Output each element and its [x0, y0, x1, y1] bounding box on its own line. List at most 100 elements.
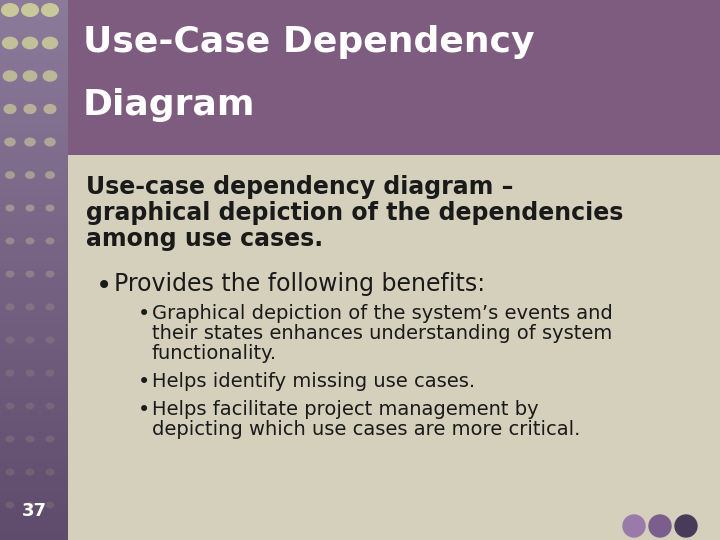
Bar [0, 53, 68, 63]
Bar [0, 80, 68, 90]
Ellipse shape [25, 303, 35, 310]
Ellipse shape [6, 271, 14, 278]
Bar [0, 530, 68, 540]
Ellipse shape [43, 104, 57, 114]
Bar [0, 152, 68, 162]
Circle shape [675, 515, 697, 537]
Bar [0, 332, 68, 342]
Ellipse shape [41, 3, 59, 17]
Bar [0, 512, 68, 522]
Bar [0, 170, 68, 180]
Bar [0, 314, 68, 324]
Bar [0, 305, 68, 315]
Circle shape [623, 515, 645, 537]
Text: •: • [138, 372, 150, 392]
Bar [0, 467, 68, 477]
Bar [0, 143, 68, 153]
Text: •: • [96, 272, 112, 300]
Bar [0, 395, 68, 405]
Ellipse shape [2, 37, 18, 49]
Ellipse shape [45, 469, 55, 476]
Bar [0, 116, 68, 126]
Ellipse shape [45, 205, 55, 212]
Ellipse shape [45, 369, 55, 376]
Text: graphical depiction of the dependencies: graphical depiction of the dependencies [86, 201, 624, 225]
Bar [0, 197, 68, 207]
Bar [0, 323, 68, 333]
Bar [0, 404, 68, 414]
Ellipse shape [6, 238, 14, 245]
Bar [0, 206, 68, 216]
Bar [0, 377, 68, 387]
Text: functionality.: functionality. [152, 344, 277, 363]
Bar [0, 386, 68, 396]
Bar [0, 485, 68, 495]
Text: •: • [138, 400, 150, 420]
Ellipse shape [24, 138, 36, 146]
Bar [0, 89, 68, 99]
Bar [0, 242, 68, 252]
Ellipse shape [45, 336, 55, 343]
Circle shape [649, 515, 671, 537]
Text: 37: 37 [22, 502, 47, 520]
Ellipse shape [6, 502, 14, 509]
Bar [0, 125, 68, 135]
Ellipse shape [25, 171, 35, 179]
Text: among use cases.: among use cases. [86, 227, 323, 251]
Bar [0, 0, 68, 9]
Bar [0, 98, 68, 108]
Text: Use-Case Dependency: Use-Case Dependency [83, 25, 534, 59]
Text: •: • [138, 304, 150, 324]
Text: Helps facilitate project management by: Helps facilitate project management by [152, 400, 539, 419]
Ellipse shape [42, 70, 58, 82]
Bar [0, 224, 68, 234]
Bar [0, 413, 68, 423]
Bar [0, 431, 68, 441]
Bar [0, 35, 68, 45]
Ellipse shape [45, 303, 55, 310]
Bar [0, 422, 68, 432]
Ellipse shape [45, 402, 55, 409]
Bar [0, 476, 68, 486]
Ellipse shape [21, 3, 39, 17]
Bar [0, 26, 68, 36]
Bar [0, 251, 68, 261]
Bar [0, 350, 68, 360]
Ellipse shape [25, 336, 35, 343]
Ellipse shape [6, 469, 14, 476]
Ellipse shape [25, 369, 35, 376]
Ellipse shape [45, 435, 55, 442]
Bar [0, 458, 68, 468]
Bar [68, 155, 720, 540]
Ellipse shape [6, 435, 14, 442]
Ellipse shape [4, 104, 17, 114]
Ellipse shape [45, 502, 55, 509]
Bar [0, 44, 68, 54]
Bar [0, 107, 68, 117]
Bar [0, 503, 68, 513]
Bar [0, 269, 68, 279]
Text: their states enhances understanding of system: their states enhances understanding of s… [152, 324, 612, 343]
Ellipse shape [25, 435, 35, 442]
Bar [0, 278, 68, 288]
Bar [0, 521, 68, 531]
Ellipse shape [22, 70, 37, 82]
Bar [0, 161, 68, 171]
Ellipse shape [24, 104, 37, 114]
Text: Helps identify missing use cases.: Helps identify missing use cases. [152, 372, 475, 391]
Ellipse shape [25, 205, 35, 212]
Bar [68, 0, 720, 155]
Ellipse shape [6, 369, 14, 376]
Bar [0, 359, 68, 369]
Bar [0, 260, 68, 270]
Ellipse shape [25, 469, 35, 476]
Bar [0, 62, 68, 72]
Ellipse shape [25, 402, 35, 409]
Ellipse shape [6, 336, 14, 343]
Ellipse shape [45, 238, 55, 245]
Bar [0, 71, 68, 81]
Text: depicting which use cases are more critical.: depicting which use cases are more criti… [152, 420, 580, 439]
Ellipse shape [44, 138, 55, 146]
Text: Provides the following benefits:: Provides the following benefits: [114, 272, 485, 296]
Bar [0, 296, 68, 306]
